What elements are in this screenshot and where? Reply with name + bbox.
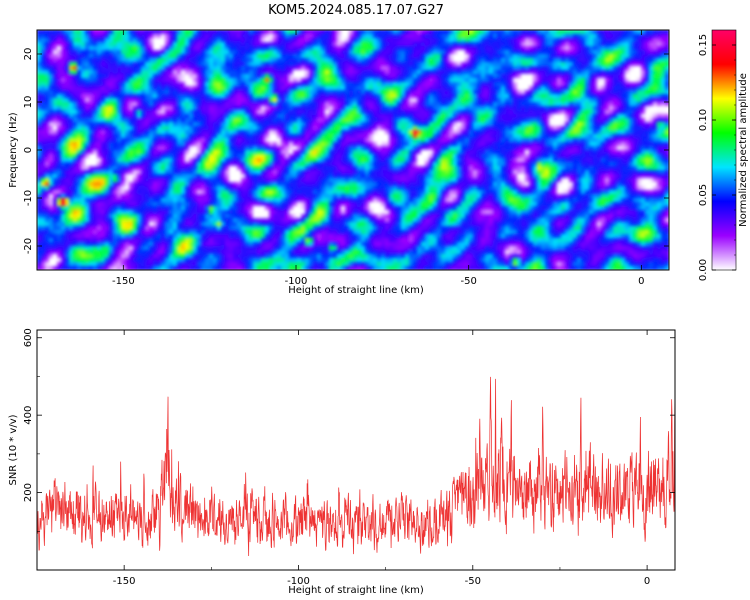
heatmap-xtick-label: 0 <box>638 276 644 287</box>
snr-axes: -150 -100 -50 0 200 400 600 <box>23 328 675 587</box>
colorbar-tick-label: 0.05 <box>698 184 709 206</box>
snr-xlabel: Height of straight line (km) <box>288 585 424 596</box>
heatmap-ytick-label: 0 <box>23 147 34 153</box>
snr-xtick-label: -100 <box>287 576 310 587</box>
colorbar-tick-label: 0.00 <box>698 259 709 281</box>
snr-xtick-label: 0 <box>644 576 650 587</box>
heatmap-xtick-label: -50 <box>461 276 477 287</box>
snr-ylabel: SNR (10 * v/v) <box>8 414 19 485</box>
snr-ytick-label: 200 <box>23 483 34 502</box>
heatmap-xlabel: Height of straight line (km) <box>288 285 424 296</box>
colorbar: 0.00 0.05 0.10 0.15 Normalized spectral amp… <box>698 29 749 281</box>
heatmap-ytick-label: -10 <box>23 190 34 206</box>
heatmap-image <box>37 30 669 270</box>
snr-xtick-label: -50 <box>465 576 481 587</box>
heatmap-ytick-label: 10 <box>23 96 34 109</box>
colorbar-label: Normalized spectral amplitude <box>738 73 749 227</box>
heatmap-xtick-label: -150 <box>112 276 135 287</box>
colorbar-tick-label: 0.10 <box>698 109 709 131</box>
heatmap-ytick-label: -20 <box>23 238 34 254</box>
snr-ytick-label: 400 <box>23 406 34 425</box>
colorbar-axis: 0.00 0.05 0.10 0.15 <box>698 34 736 281</box>
snr-xtick-label: -150 <box>113 576 136 587</box>
heatmap-xtick-label: -100 <box>285 276 308 287</box>
colorbar-tick-label: 0.15 <box>698 34 709 56</box>
heatmap-raster <box>37 30 669 270</box>
figure-title: KOM5.2024.085.17.07.G27 <box>268 3 444 18</box>
snr-panel: -150 -100 -50 0 200 400 600 Height of straight… <box>8 328 676 596</box>
heatmap-ylabel: Frequency (Hz) <box>8 112 19 188</box>
snr-frame <box>36 329 676 571</box>
snr-ytick-label: 600 <box>23 328 34 347</box>
snr-series-line <box>37 376 675 556</box>
heatmap-ytick-label: 20 <box>23 48 34 61</box>
colorbar-ramp <box>711 29 737 271</box>
